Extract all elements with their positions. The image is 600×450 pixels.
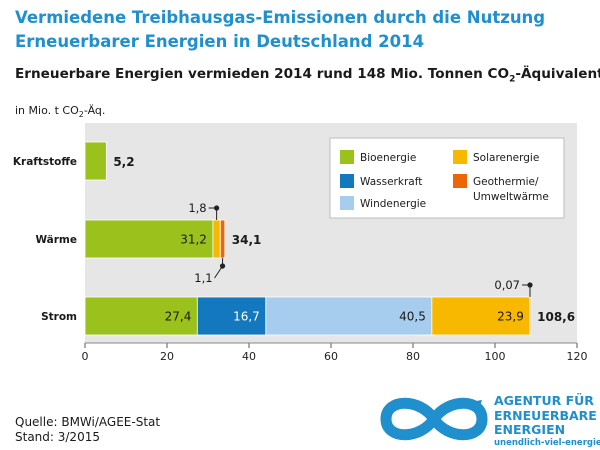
callout-dot bbox=[527, 282, 533, 288]
bar-total-label: 34,1 bbox=[232, 233, 262, 247]
callout-dot bbox=[219, 263, 226, 269]
unit-subscript: 2 bbox=[78, 110, 84, 120]
callout-label: 0,07 bbox=[494, 278, 520, 292]
legend-label: Geothermie/ bbox=[473, 176, 539, 188]
bar-segment bbox=[84, 219, 214, 259]
agency-url: unendlich-viel-energie.de bbox=[494, 437, 600, 448]
subtitle-subscript: 2 bbox=[509, 74, 516, 85]
legend-label: Bioenergie bbox=[360, 152, 416, 164]
x-tick-label: 20 bbox=[160, 350, 174, 363]
bar-segment bbox=[196, 296, 267, 336]
bar-data-label: 23,9 bbox=[497, 310, 524, 324]
infinity-logo-icon bbox=[380, 397, 488, 441]
x-tick-label: 60 bbox=[324, 350, 338, 363]
stand-text: Stand: 3/2015 bbox=[15, 430, 100, 444]
legend-label: Windenergie bbox=[360, 198, 426, 210]
subtitle: Erneuerbare Energien vermieden 2014 rund… bbox=[15, 66, 600, 85]
unit-tail: -Äq. bbox=[83, 104, 106, 117]
bar-data-label: 31,2 bbox=[180, 233, 207, 247]
x-tick-label: 80 bbox=[406, 350, 420, 363]
legend-swatch bbox=[340, 150, 354, 164]
title-line-2: Erneuerbarer Energien in Deutschland 201… bbox=[15, 32, 425, 51]
bar-data-label: 40,5 bbox=[399, 310, 426, 324]
category-label: Kraftstoffe bbox=[13, 156, 77, 168]
legend-swatch bbox=[453, 150, 467, 164]
bar-data-label: 27,4 bbox=[165, 310, 192, 324]
agency-line-3: ENERGIEN bbox=[494, 422, 566, 437]
subtitle-main: Erneuerbare Energien vermieden 2014 rund… bbox=[15, 66, 510, 82]
legend-box bbox=[329, 137, 565, 219]
bar-segment bbox=[84, 141, 107, 181]
x-tick-label: 40 bbox=[242, 350, 256, 363]
bar-segment bbox=[529, 296, 532, 336]
legend-label: Umweltwärme bbox=[473, 191, 549, 203]
bar-segment bbox=[212, 219, 221, 259]
callout-label: 1,1 bbox=[194, 271, 212, 285]
unit-label: in Mio. t CO2-Äq. bbox=[15, 104, 105, 119]
bar-total-label: 5,2 bbox=[113, 155, 134, 169]
callout-label: 1,8 bbox=[188, 201, 206, 215]
unit-main: in Mio. t CO bbox=[15, 104, 79, 117]
category-label: Strom bbox=[41, 311, 77, 323]
legend-swatch bbox=[340, 174, 354, 188]
legend-swatch bbox=[340, 196, 354, 210]
agency-line-1: AGENTUR FÜR bbox=[494, 393, 594, 408]
subtitle-tail: -Äquivalente. bbox=[515, 66, 600, 82]
x-tick-label: 120 bbox=[567, 350, 588, 363]
bar-total-label: 108,6 bbox=[537, 310, 575, 324]
source-text: Quelle: BMWi/AGEE-Stat bbox=[15, 415, 161, 429]
legend: Bioenergie Wasserkraft Windenergie Solarene… bbox=[329, 137, 565, 219]
x-tick-label: 0 bbox=[82, 350, 89, 363]
agency-wordmark: AGENTUR FÜR ERNEUERBARE ENERGIEN unendli… bbox=[494, 393, 600, 449]
legend-label: Solarenergie bbox=[473, 152, 539, 164]
x-tick-label: 100 bbox=[485, 350, 506, 363]
bar-segment bbox=[219, 219, 226, 259]
legend-label: Wasserkraft bbox=[360, 176, 422, 188]
category-label: Wärme bbox=[35, 234, 77, 246]
source-note: Quelle: BMWi/AGEE-Stat Stand: 3/2015 bbox=[15, 415, 160, 445]
title-line-1: Vermiedene Treibhausgas-Emissionen durch… bbox=[15, 8, 546, 27]
bar-segment bbox=[431, 296, 531, 336]
callout-dot bbox=[214, 205, 220, 211]
agency-line-2: ERNEUERBARE bbox=[494, 407, 597, 423]
legend-swatch bbox=[453, 174, 467, 188]
bar-data-label: 16,7 bbox=[233, 310, 260, 324]
